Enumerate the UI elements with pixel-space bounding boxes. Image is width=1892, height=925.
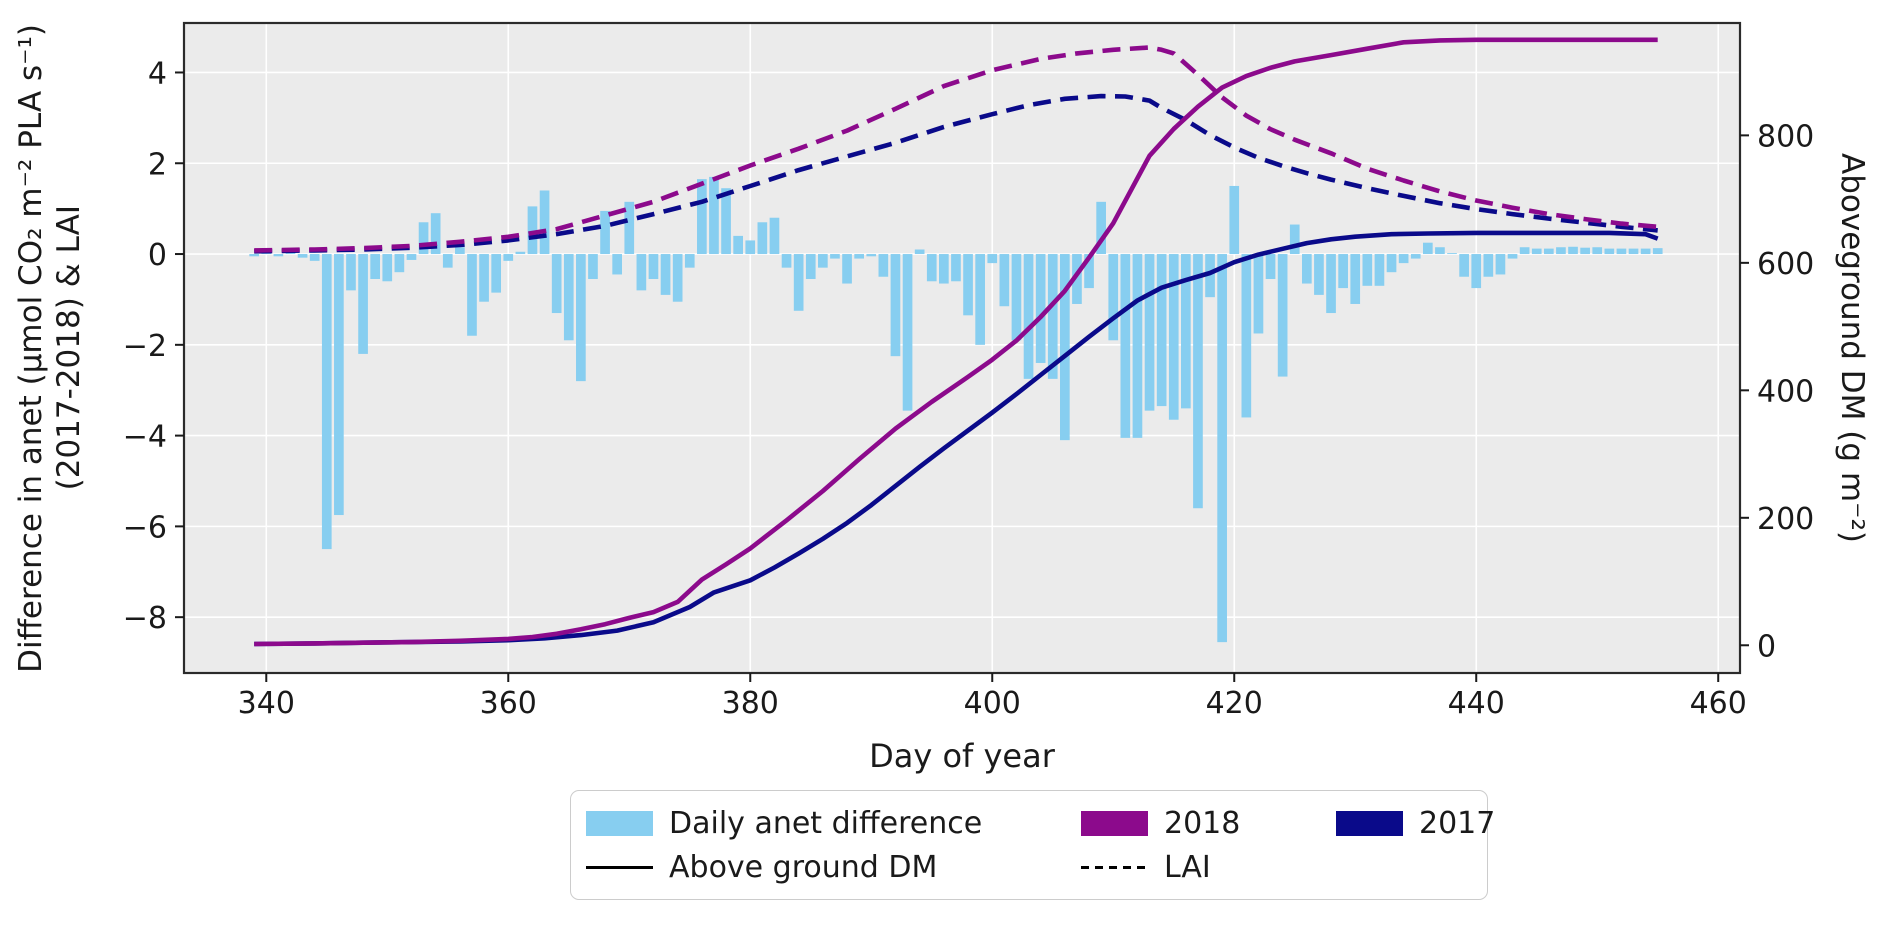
legend-swatch-lai-line — [1081, 865, 1148, 869]
plot-border — [182, 21, 1742, 675]
legend-row-1: Daily anet difference 2018 2017 — [586, 804, 1495, 842]
x-tick-label: 420 — [1206, 686, 1263, 721]
x-tick-label: 440 — [1448, 686, 1505, 721]
tick-marks — [175, 71, 1749, 682]
line-2018-dm — [254, 37, 1658, 647]
legend-label-lai: LAI — [1164, 849, 1211, 885]
tick-labels: 340 360 380 400 420 440 460420−2−4−6−802004006… — [123, 56, 1815, 721]
legend: Daily anet difference 2018 2017 Above gr… — [570, 790, 1495, 900]
legend-swatch-2018 — [1081, 810, 1148, 836]
y-right-tick-label: 0 — [1757, 629, 1776, 664]
y-right-tick-label: 200 — [1757, 502, 1814, 537]
x-tick-label: 400 — [964, 686, 1021, 721]
legend-swatch-daily-anet-difference — [586, 810, 653, 836]
legend-swatch-2017 — [1336, 810, 1403, 836]
y-right-tick-label: 600 — [1757, 247, 1814, 282]
legend-label-2017: 2017 — [1419, 805, 1496, 841]
x-tick-label: 460 — [1690, 686, 1747, 721]
legend-label-daily-anet-difference: Daily anet difference — [669, 805, 983, 841]
x-axis-title: Day of year — [869, 737, 1055, 775]
legend-swatch-above-ground-dm-line — [586, 865, 653, 869]
x-tick-label: 340 — [238, 686, 295, 721]
plot-area — [184, 23, 1740, 673]
y-left-tick-label: −2 — [123, 329, 167, 364]
y-axis-title-left: Difference in anet (μmol CO₂ m⁻² PLA s⁻¹… — [12, 23, 88, 673]
legend-label-above-ground-dm: Above ground DM — [669, 849, 938, 885]
line-2017-dm — [254, 230, 1659, 647]
y-left-tick-label: −4 — [123, 420, 167, 455]
legend-row-2: Above ground DM LAI — [586, 848, 1487, 886]
y-right-tick-label: 400 — [1757, 374, 1814, 409]
line-2017-lai — [254, 93, 1658, 254]
bars-daily-anet-difference — [249, 176, 1663, 643]
y-left-tick-label: 4 — [148, 56, 167, 91]
y-left-tick-label: −8 — [123, 601, 167, 636]
y-right-tick-label: 800 — [1757, 119, 1814, 154]
legend-label-2018: 2018 — [1164, 805, 1241, 841]
x-tick-label: 360 — [480, 686, 537, 721]
y-left-tick-label: −6 — [123, 510, 167, 545]
y-left-tick-label: 2 — [148, 147, 167, 182]
x-tick-label: 380 — [722, 686, 779, 721]
line-2018-lai — [254, 45, 1658, 253]
y-axis-title-left-line2: (2017-2018) & LAI — [51, 205, 87, 491]
y-axis-title-left-line1: Difference in anet (μmol CO₂ m⁻² PLA s⁻¹… — [13, 23, 49, 673]
y-left-tick-label: 0 — [148, 238, 167, 273]
y-axis-title-right: Aboveground DM (g m⁻²) — [1834, 153, 1870, 543]
